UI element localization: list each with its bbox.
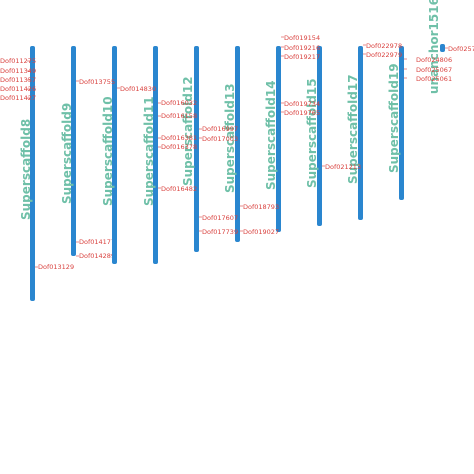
gene-label: Dof025061 bbox=[416, 75, 452, 83]
chromosome-label: Superscaffold13 bbox=[223, 83, 237, 193]
gene-label: Dof017003 bbox=[202, 135, 238, 143]
gene-label: Dof011275 bbox=[0, 57, 36, 65]
chromosome-bar bbox=[153, 46, 158, 264]
gene-label: Dof014289 bbox=[79, 252, 115, 260]
chromosome-bar bbox=[440, 44, 445, 52]
chromosome-label: Superscaffold9 bbox=[60, 103, 74, 204]
chromosome-bar bbox=[235, 46, 240, 242]
chromosome-unanchor1516: unanchor1516 Dof024806 Dof025067 Dof0250… bbox=[404, 0, 474, 94]
chromosome-bar bbox=[112, 46, 117, 264]
chromosome-label: Superscaffold19 bbox=[387, 63, 401, 173]
gene-label: Dof024806 bbox=[416, 56, 452, 64]
chromosome-superscaffold11: Superscaffold11 Dof014830 bbox=[117, 46, 158, 264]
chromosome-superscaffold13: Superscaffold13 Dof016997 Dof017003 Dof0… bbox=[199, 46, 240, 242]
gene-label: Dof016482 bbox=[161, 185, 197, 193]
chromosome-label: Superscaffold10 bbox=[101, 96, 115, 206]
gene-label: Dof022979 bbox=[366, 51, 402, 59]
gene-label: Dof013755 bbox=[79, 78, 115, 86]
gene-label: Dof025779 bbox=[448, 45, 474, 53]
gene-label: Dof016158 bbox=[161, 112, 197, 120]
chromosome-superscaffold14: Superscaffold14 Dof018793 Dof019027 bbox=[240, 46, 281, 236]
chromosome-label: Superscaffold8 bbox=[19, 119, 33, 220]
chromosome-superscaffold9: Superscaffold9 Dof014177 Dof014289 bbox=[60, 46, 115, 260]
gene-label: Dof016378 bbox=[161, 143, 197, 151]
chromosome-bar bbox=[71, 46, 76, 256]
gene-label: Dof022978 bbox=[366, 42, 402, 50]
gene-label: Dof011426 bbox=[0, 85, 36, 93]
gene-label: Dof011427 bbox=[0, 94, 36, 102]
gene-label: Dof011357 bbox=[0, 76, 36, 84]
chromosome-superscaffold15: Superscaffold15 Dof019154 Dof019216 Dof0… bbox=[281, 34, 322, 226]
gene-label: Dof021213 bbox=[325, 163, 361, 171]
chromosome-superscaffold10: Superscaffold10 Dof013755 bbox=[76, 46, 117, 264]
gene-label: Dof016032 bbox=[161, 99, 197, 107]
chromosome-superscaffold8: Superscaffold8 Dof011275 Dof011349 Dof01… bbox=[0, 46, 74, 301]
chromosome-label: Superscaffold11 bbox=[142, 96, 156, 206]
gene-label: Dof014830 bbox=[120, 85, 156, 93]
gene-label: Dof025067 bbox=[416, 66, 452, 74]
chromosome-label: Superscaffold17 bbox=[346, 74, 360, 184]
gene-label: Dof014177 bbox=[79, 238, 115, 246]
gene-label: Dof019154 bbox=[284, 34, 320, 42]
chromosome-bar bbox=[317, 46, 322, 226]
gene-label: Dof016381 bbox=[161, 134, 197, 142]
gene-label: Dof011349 bbox=[0, 67, 36, 75]
chromosome-bar bbox=[358, 46, 363, 220]
chromosome-superscaffold12: Superscaffold12 Dof016032 Dof016158 Dof0… bbox=[158, 46, 199, 252]
gene-label: Dof019217 bbox=[284, 53, 320, 61]
chromosome-bar bbox=[30, 46, 35, 301]
gene-label: Dof013129 bbox=[38, 263, 74, 271]
chromosome-bar bbox=[194, 46, 199, 252]
gene-label: Dof017739 bbox=[202, 228, 238, 236]
chromosome-label: Superscaffold15 bbox=[305, 78, 319, 188]
chromosome-label: unanchor1516 bbox=[427, 0, 441, 94]
gene-label: Dof017607 bbox=[202, 214, 238, 222]
chromosome-bar bbox=[399, 46, 404, 200]
chromosome-superscaffold17: Superscaffold17 Dof021213 bbox=[322, 46, 363, 220]
gene-label: Dof019734 bbox=[284, 100, 320, 108]
gene-label: Dof019027 bbox=[243, 228, 279, 236]
gene-label: Dof019765 bbox=[284, 109, 320, 117]
gene-label: Dof016997 bbox=[202, 125, 238, 133]
chromosome-bar bbox=[276, 46, 281, 232]
gene-label: Dof019216 bbox=[284, 44, 320, 52]
chromosome-label: Superscaffold14 bbox=[264, 80, 278, 190]
chromosome-label: Superscaffold12 bbox=[181, 76, 195, 186]
chromosome-superscaffold19: Superscaffold19 Dof022978 Dof022979 bbox=[363, 42, 404, 200]
gene-label: Dof018793 bbox=[243, 203, 279, 211]
